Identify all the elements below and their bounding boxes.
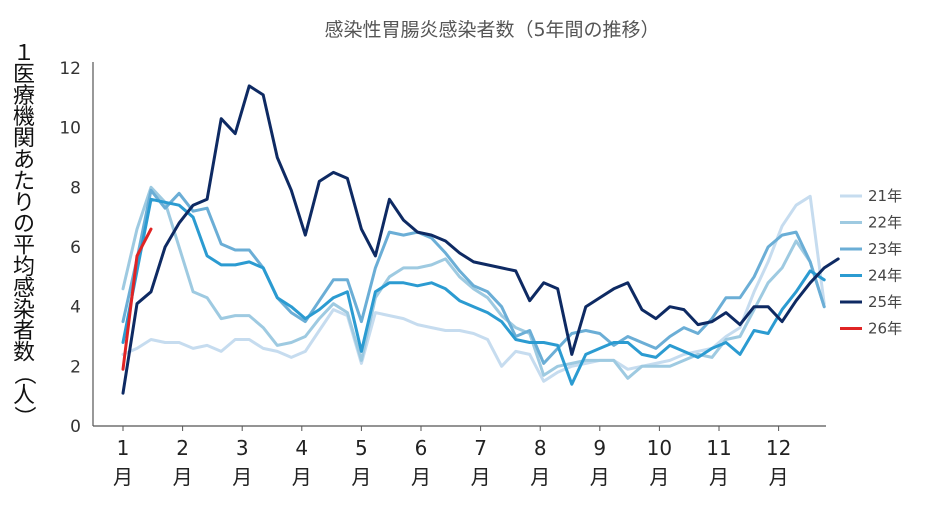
y-tick-label: 0: [70, 417, 81, 437]
x-tick-label: 1: [117, 436, 130, 460]
y-axis-label-char: １: [13, 41, 35, 66]
x-tick-label: 9: [593, 436, 606, 460]
y-tick-label: 8: [70, 178, 81, 198]
x-tick-label: 5: [355, 436, 368, 460]
y-axis-label-char: 染: [13, 298, 35, 323]
y-axis-label-char: 数: [13, 341, 35, 366]
y-tick-label: 2: [70, 357, 81, 377]
x-axis-ticks: 1 月 2 月 3 月 4 月 5 月 6 月 7 月 8 月 9 月 10 月 11 月 12 月: [113, 426, 791, 489]
x-tick-label: 4: [295, 436, 308, 460]
series-line-22年: [121, 185, 826, 380]
x-tick-unit: 月: [411, 465, 431, 489]
x-tick-unit: 月: [530, 465, 550, 489]
y-axis-label-char: 関: [13, 127, 35, 152]
y-tick-label: 12: [59, 59, 81, 79]
x-tick-unit: 月: [173, 465, 193, 489]
x-tick-unit: 月: [769, 465, 789, 489]
y-axis-label-char: 者: [13, 319, 35, 344]
y-axis-label-char: あ: [13, 148, 35, 173]
x-tick-label: 2: [176, 436, 189, 460]
y-axis-label-char: り: [13, 191, 35, 216]
series-lines: [121, 84, 840, 395]
y-axis-label-char: （: [11, 363, 36, 385]
plot-area: 0 2 4 6 8 10 12 1 月 2 月 3 月 4 月 5 月 6 月 7 月 8 月 9 月 10 月 11 月 12 月: [59, 59, 840, 489]
x-tick-unit: 月: [709, 465, 729, 489]
y-axis-label-char: 機: [13, 105, 35, 130]
x-tick-label: 3: [236, 436, 249, 460]
y-axis-label-char: 均: [13, 255, 35, 280]
legend-label: 23年: [868, 240, 902, 258]
legend-label: 24年: [868, 267, 902, 285]
y-axis-label-char: た: [13, 169, 35, 194]
x-tick-unit: 月: [649, 465, 669, 489]
y-tick-label: 10: [59, 119, 81, 139]
x-tick-unit: 月: [590, 465, 610, 489]
y-axis-label-char: 医: [13, 62, 35, 87]
chart-title: 感染性胃腸炎感染者数（5年間の推移）: [324, 19, 659, 41]
x-tick-unit: 月: [351, 465, 371, 489]
y-axis-label-char: 平: [13, 234, 35, 259]
y-tick-label: 6: [70, 238, 81, 258]
y-axis-label-char: 感: [13, 276, 35, 301]
series-line-26年: [121, 227, 153, 371]
series-line-21年: [121, 194, 826, 383]
y-axis-label-char: 療: [13, 84, 35, 109]
x-tick-unit: 月: [292, 465, 312, 489]
legend-label: 25年: [868, 293, 902, 311]
x-tick-label: 11: [706, 436, 731, 460]
y-axis-label-char: 人: [13, 383, 35, 408]
x-tick-label: 12: [766, 436, 791, 460]
legend: 21年 22年 23年 24年 25年 26年: [840, 187, 902, 338]
x-tick-label: 6: [415, 436, 428, 460]
legend-label: 26年: [868, 320, 902, 338]
y-axis-label-char: の: [13, 212, 35, 237]
x-tick-label: 10: [647, 436, 672, 460]
legend-label: 22年: [868, 214, 902, 232]
x-tick-unit: 月: [232, 465, 252, 489]
y-axis-ticks: 0 2 4 6 8 10 12: [59, 59, 81, 437]
series-line-23年: [121, 188, 826, 365]
y-axis-label-char: ）: [11, 406, 36, 428]
series-line-24年: [121, 197, 826, 386]
x-tick-unit: 月: [471, 465, 491, 489]
x-tick-label: 8: [534, 436, 547, 460]
x-tick-unit: 月: [113, 465, 133, 489]
legend-label: 21年: [868, 187, 902, 205]
y-tick-label: 4: [70, 298, 81, 318]
series-line-25年: [121, 84, 840, 395]
x-tick-label: 7: [474, 436, 487, 460]
